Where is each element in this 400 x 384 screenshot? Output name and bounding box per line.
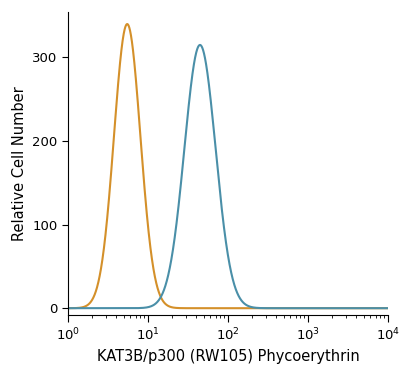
Y-axis label: Relative Cell Number: Relative Cell Number — [12, 86, 27, 240]
X-axis label: KAT3B/p300 (RW105) Phycoerythrin: KAT3B/p300 (RW105) Phycoerythrin — [97, 349, 359, 364]
